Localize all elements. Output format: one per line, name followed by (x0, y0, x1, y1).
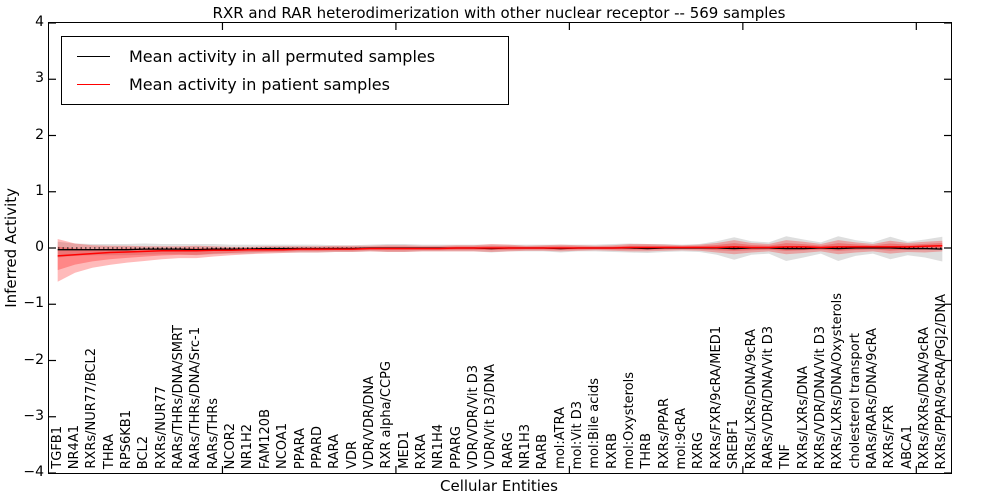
x-category-label: RARs/RARs/DNA/9cRA (864, 328, 880, 469)
x-category-label: RPS6KB1 (119, 409, 135, 469)
legend: Mean activity in all permuted samples Mea… (61, 36, 509, 105)
x-category-label: RXRG (691, 431, 707, 469)
x-category-label: NCOA1 (275, 423, 291, 469)
chart-title: RXR and RAR heterodimerization with othe… (212, 4, 786, 22)
x-category-label: RXRs/RXRs/DNA/9cRA (916, 326, 932, 469)
x-category-label: TGFB1 (49, 426, 65, 469)
y-tick-label: −1 (23, 295, 44, 312)
x-category-label: RXRs/NUR77 (153, 386, 169, 469)
x-category-label: cholesterol transport (847, 333, 863, 469)
y-tick-label: −2 (23, 351, 44, 368)
y-tick-label: 2 (35, 126, 44, 143)
x-category-label: FAM120B (257, 408, 273, 469)
x-category-label: RXRA (413, 433, 429, 469)
x-category-label: mol:Bile acids (587, 378, 603, 469)
x-category-label: mol:Oxysterols (622, 371, 638, 470)
x-category-label: RARG (500, 432, 516, 469)
x-category-label: mol:9cRA (674, 407, 690, 469)
legend-line-sample (77, 55, 110, 57)
x-category-label: THRA (101, 433, 117, 469)
x-category-label: mol:Vit D3 (570, 400, 586, 469)
x-category-label: TNF (778, 443, 794, 469)
y-tick-label: −4 (23, 464, 44, 480)
x-category-label: RXR alpha/CCPG (379, 361, 395, 469)
x-category-label: RARs/THRs/DNA/SMRT (171, 325, 187, 469)
x-category-label: RXRs/PPAR (656, 398, 672, 469)
x-category-label: VDR/Vit D3/DNA (483, 363, 499, 469)
x-category-label: PPARD (309, 426, 325, 469)
x-category-label: RXRs/FXR (882, 405, 898, 469)
x-category-label: NR4A1 (67, 424, 83, 469)
x-category-label: RARA (327, 434, 343, 469)
y-tick-label: −3 (23, 407, 44, 424)
patient-mean-line (57, 245, 943, 257)
x-category-label: mol:ATRA (552, 407, 568, 469)
x-category-label: BCL2 (136, 435, 152, 469)
legend-row: Mean activity in patient samples (62, 70, 508, 98)
x-category-label: RXRs/VDR/DNA/Vit D3 (812, 325, 828, 469)
x-category-label: NR1H4 (431, 423, 447, 469)
y-tick-label: 1 (35, 182, 44, 199)
x-category-label: RXRs/PPAR/9cRA/PGJ2/DNA (934, 293, 950, 470)
x-category-label: NCOR2 (223, 422, 239, 469)
y-tick-label: 3 (35, 70, 44, 87)
y-tick-label: 4 (35, 14, 44, 30)
x-category-label: RARs/THRs (205, 397, 221, 469)
x-category-label: VDR/VDR/Vit D3 (465, 364, 481, 469)
x-category-label: RXRs/LXRs/DNA/9cRA (743, 328, 759, 469)
x-category-label: RXRs/LXRs/DNA (795, 365, 811, 469)
x-category-label: RXRs/NUR77/BCL2 (84, 348, 100, 469)
plot-canvas (49, 23, 951, 473)
legend-label: Mean activity in patient samples (129, 74, 390, 94)
x-category-label: THRB (639, 433, 655, 469)
x-category-label: RXRs/LXRs/DNA/Oxysterols (830, 292, 846, 469)
x-category-label: RARs/VDR/DNA/Vit D3 (760, 326, 776, 469)
x-category-label: RARs/THRs/DNA/Src-1 (188, 327, 204, 469)
x-category-label: SREBF1 (726, 418, 742, 469)
x-category-label: VDR/VDR/DNA (361, 375, 377, 469)
x-category-label: RXRs/FXR/9cRA/MED1 (708, 326, 724, 469)
x-category-label: PPARA (292, 427, 308, 469)
x-category-label: NR1H3 (518, 423, 534, 469)
x-category-label: NR1H2 (240, 423, 256, 469)
legend-row: Mean activity in all permuted samples (62, 42, 508, 70)
x-category-label: PPARG (448, 426, 464, 469)
y-tick-label: 0 (35, 239, 44, 255)
x-axis-label: Cellular Entities (440, 477, 558, 495)
x-category-label: RXRB (604, 433, 620, 469)
legend-label: Mean activity in all permuted samples (129, 46, 436, 66)
plot-area: TGFB1 NR4A1 RXRs/NUR77/BCL2 THRA RPS6KB1 BCL2… (48, 22, 952, 474)
x-category-label: VDR (344, 441, 360, 469)
legend-line-sample (77, 83, 110, 85)
x-category-label: ABCA1 (899, 425, 915, 469)
x-category-label: MED1 (396, 431, 412, 469)
x-category-label: RARB (535, 433, 551, 469)
